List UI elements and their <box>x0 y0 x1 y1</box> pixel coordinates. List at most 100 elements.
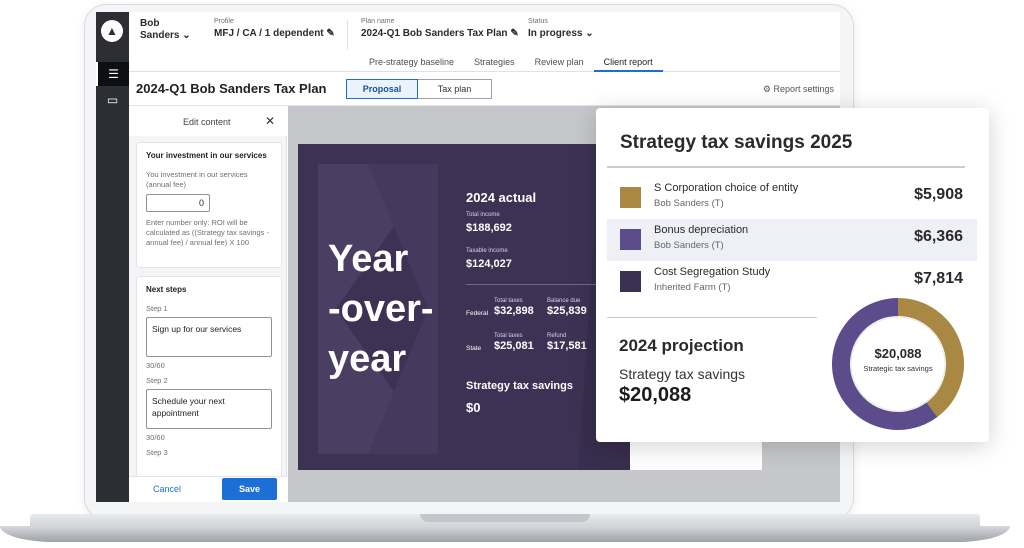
projection-title: 2024 projection <box>619 336 744 355</box>
year-over-year-slide[interactable]: Year -over- year 2024 actual Total incom… <box>298 144 630 470</box>
plan-name-field[interactable]: Plan name 2024-Q1 Bob Sanders Tax Plan ✎ <box>361 18 519 39</box>
strategy-row-bonus-depreciation[interactable]: Bonus depreciation Bob Sanders (T) $6,36… <box>607 219 977 261</box>
profile-value: MFJ / CA / 1 dependent ✎ <box>214 28 335 39</box>
federal-label: Federal <box>466 310 489 317</box>
status-label: Status <box>528 18 548 25</box>
tax-plan-toggle-button[interactable]: Tax plan <box>418 79 492 99</box>
annual-fee-input[interactable]: 0 <box>146 194 210 212</box>
card-view-icon[interactable]: ▭ <box>106 93 119 107</box>
proposal-toggle-button[interactable]: Proposal <box>346 79 418 99</box>
donut-center-label: Strategic tax savings <box>863 364 933 373</box>
hero-line-2: -over- <box>328 288 434 330</box>
state-refund-value: $17,581 <box>547 340 587 352</box>
status-dropdown[interactable]: In progress ⌄ <box>528 28 594 39</box>
federal-taxes-value: $32,898 <box>494 305 534 317</box>
hero-line-1: Year <box>328 238 409 280</box>
app-logo-icon[interactable]: ▲ <box>101 20 123 42</box>
strategy-row-owner: Inherited Farm (T) <box>654 282 731 293</box>
slide-savings-value: $0 <box>466 400 481 415</box>
taxable-income-value: $124,027 <box>466 258 512 270</box>
strategy-row-value: $5,908 <box>914 186 963 203</box>
laptop-base <box>0 514 1010 544</box>
federal-total-taxes-label: Total taxes <box>494 298 523 304</box>
edit-panel-title: Edit content <box>183 117 231 127</box>
step-1-textarea[interactable]: Sign up for our services <box>146 317 272 357</box>
donut-slice-0 <box>897 298 964 417</box>
strategy-title-rule <box>607 166 965 168</box>
slide-savings-label: Strategy tax savings <box>466 380 573 392</box>
federal-balance-due-label: Balance due <box>547 298 581 304</box>
report-settings-button[interactable]: ⚙ Report settings <box>762 84 834 94</box>
step-3-label: Step 3 <box>146 448 168 457</box>
taxable-income-label: Taxable income <box>466 248 508 254</box>
client-last-name: Sanders ⌄ <box>140 30 191 41</box>
cancel-button[interactable]: Cancel <box>153 484 182 494</box>
projection-value: $20,088 <box>619 384 692 406</box>
step-2-label: Step 2 <box>146 376 168 385</box>
profile-label: Profile <box>214 18 234 25</box>
strategy-savings-card: Strategy tax savings 2025 S Corporation … <box>596 108 989 442</box>
roi-help-text: Enter number only: ROI will be calculate… <box>146 218 269 247</box>
purple-swatch <box>620 229 641 250</box>
step-1-label: Step 1 <box>146 304 168 313</box>
slide-divider <box>466 284 598 285</box>
tab-client-report[interactable]: Client report <box>593 56 663 72</box>
status-field[interactable]: Status In progress ⌄ <box>528 18 594 39</box>
next-steps-card: Next steps Step 1 Sign up for our servic… <box>136 276 282 480</box>
investment-card: Your investment in our services You inve… <box>136 142 282 268</box>
savings-donut-chart <box>832 298 964 430</box>
left-rail: ▲ ☰ ▭ <box>96 12 129 502</box>
step-2-textarea[interactable]: Schedule your next appointment <box>146 389 272 429</box>
strategy-row-value: $6,366 <box>914 228 963 245</box>
strategy-card-title: Strategy tax savings 2025 <box>620 132 853 153</box>
page-title: 2024-Q1 Bob Sanders Tax Plan <box>136 81 327 96</box>
save-button[interactable]: Save <box>222 478 277 500</box>
donut-slice-1 <box>832 298 938 430</box>
slide-hero-title: Year -over- year <box>328 234 434 384</box>
state-label: State <box>466 345 482 352</box>
tab-pre-strategy-baseline[interactable]: Pre-strategy baseline <box>369 57 455 67</box>
strategy-row-cost-segregation[interactable]: Cost Segregation Study Inherited Farm (T… <box>607 261 977 303</box>
plan-nav-tabs: Pre-strategy baseline Strategies Review … <box>359 56 663 72</box>
strategy-row-name: Cost Segregation Study <box>654 266 771 278</box>
strategy-row-owner: Bob Sanders (T) <box>654 240 724 251</box>
tab-review-plan[interactable]: Review plan <box>534 57 584 67</box>
profile-field[interactable]: Profile MFJ / CA / 1 dependent ✎ <box>214 18 335 39</box>
close-icon[interactable]: ✕ <box>265 114 276 128</box>
state-refund-label: Refund <box>547 333 567 339</box>
edit-panel-footer: Cancel Save <box>129 476 287 502</box>
total-income-value: $188,692 <box>466 222 512 234</box>
plan-name-value: 2024-Q1 Bob Sanders Tax Plan ✎ <box>361 28 519 39</box>
dark-purple-swatch <box>620 271 641 292</box>
list-view-icon[interactable]: ☰ <box>96 62 129 86</box>
federal-balance-value: $25,839 <box>547 305 587 317</box>
projection-label: Strategy tax savings <box>619 366 746 382</box>
strategy-row-value: $7,814 <box>914 270 963 287</box>
investment-field-label: You investment in our services (annual f… <box>146 170 248 189</box>
plan-name-label: Plan name <box>361 18 395 25</box>
strategy-row-name: S Corporation choice of entity <box>654 182 799 194</box>
donut-center-value: $20,088 <box>874 346 922 361</box>
next-steps-title: Next steps <box>146 285 187 294</box>
state-taxes-value: $25,081 <box>494 340 534 352</box>
gold-swatch <box>620 187 641 208</box>
client-selector[interactable]: Bob Sanders ⌄ <box>140 18 191 42</box>
edit-content-panel: Edit content ✕ Your investment in our se… <box>129 106 287 502</box>
edit-panel-header: Edit content ✕ <box>129 106 287 136</box>
strategy-row-owner: Bob Sanders (T) <box>654 198 724 209</box>
client-first-name: Bob <box>140 18 160 29</box>
strategy-row-s-corp[interactable]: S Corporation choice of entity Bob Sande… <box>607 177 977 219</box>
step-1-counter: 30/60 <box>146 361 165 370</box>
projection-rule <box>607 317 817 318</box>
plan-header: Bob Sanders ⌄ Profile MFJ / CA / 1 depen… <box>129 12 840 72</box>
investment-card-title: Your investment in our services <box>146 151 267 160</box>
hero-line-3: year <box>328 338 407 380</box>
strategy-row-name: Bonus depreciation <box>654 224 749 236</box>
step-2-counter: 30/60 <box>146 433 165 442</box>
actual-title: 2024 actual <box>466 190 537 205</box>
donut-hole <box>850 316 946 412</box>
report-titlebar: 2024-Q1 Bob Sanders Tax Plan Proposal Ta… <box>129 72 840 106</box>
tab-strategies[interactable]: Strategies <box>474 57 515 67</box>
total-income-label: Total income <box>466 212 500 218</box>
